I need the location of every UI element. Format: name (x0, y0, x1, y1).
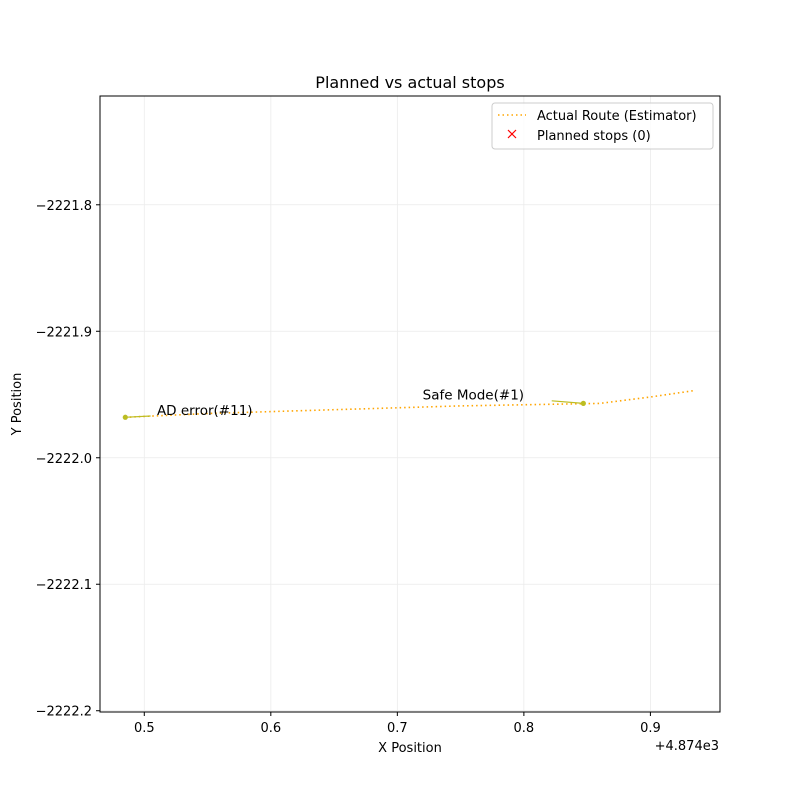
x-tick-label: 0.8 (514, 721, 535, 736)
annotation-arrow (125, 415, 151, 418)
annotation-point (580, 400, 586, 406)
x-tick-label: 0.5 (134, 721, 155, 736)
axes-frame (99, 95, 721, 713)
y-tick-label: −2221.9 (36, 325, 92, 340)
x-axis-label: X Position (378, 741, 442, 756)
annotation-label: Safe Mode(#1) (423, 388, 524, 404)
actual-route-line (125, 389, 694, 419)
y-axis-label: Y Position (10, 373, 25, 437)
grid (100, 96, 720, 712)
y-tick-label: −2222.0 (36, 452, 92, 467)
legend-box (491, 102, 714, 150)
annotation-label: AD error(#11) (157, 403, 253, 419)
y-tick-label: −2221.8 (36, 199, 92, 214)
legend-actual-route-label: Actual Route (Estimator) (537, 109, 697, 124)
x-tick-label: 0.7 (387, 721, 408, 736)
x-axis-offset-label: +4.874e3 (655, 739, 719, 754)
plot-area: AD error(#11) Safe Mode(#1) (122, 388, 694, 420)
x-tick-label: 0.6 (260, 721, 281, 736)
legend: Actual Route (Estimator) Planned stops (… (491, 102, 714, 150)
legend-planned-stops-label: Planned stops (0) (537, 129, 651, 144)
y-tick-label: −2222.2 (36, 705, 92, 720)
x-tick-label: 0.9 (640, 721, 661, 736)
y-tick-label: −2222.1 (36, 578, 92, 593)
annotation-arrow (551, 400, 584, 404)
annotation-point (122, 414, 128, 420)
axis-ticks: 0.5 0.6 0.7 0.8 0.9 −2221.8 −2221.9 −2222.0 −222… (36, 199, 661, 736)
chart-title: Planned vs actual stops (315, 73, 504, 92)
legend-planned-stops-marker (507, 129, 517, 139)
